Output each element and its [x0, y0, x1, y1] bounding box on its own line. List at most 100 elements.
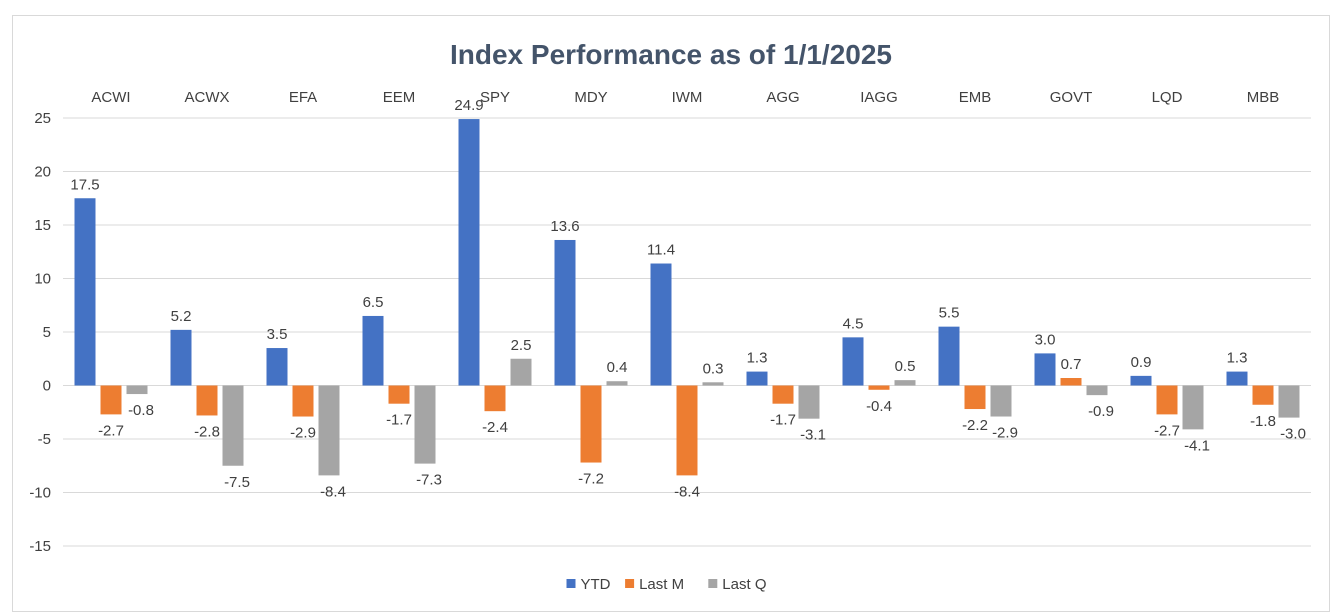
y-tick-label: 0 — [43, 378, 51, 395]
bar-ytd — [458, 119, 480, 386]
bar-last-m — [292, 385, 314, 417]
bar-last-m — [676, 385, 698, 476]
data-label: -7.5 — [224, 474, 250, 491]
data-label: 24.9 — [454, 97, 483, 114]
data-label: 4.5 — [843, 315, 864, 332]
bar-last-m — [1156, 385, 1178, 415]
category-label: IWM — [672, 89, 703, 106]
bar-last-m — [388, 385, 410, 404]
y-tick-label: -15 — [29, 538, 51, 555]
category-label: EMB — [959, 89, 992, 106]
data-label: -1.7 — [770, 412, 796, 429]
chart-area: Index Performance as of 1/1/2025 25 20 15 1… — [12, 15, 1330, 612]
bar-last-m — [580, 385, 602, 463]
data-label: -2.4 — [482, 419, 508, 436]
legend-swatch — [708, 579, 718, 588]
bar-last-m — [1252, 385, 1274, 405]
bar-last-q — [318, 385, 340, 476]
bar-last-q — [702, 382, 724, 386]
y-tick-label: 5 — [43, 324, 51, 341]
category-label: ACWI — [91, 89, 130, 106]
data-label: 0.7 — [1061, 356, 1082, 373]
data-label: 17.5 — [70, 176, 99, 193]
bar-ytd — [74, 198, 96, 386]
data-label: -2.9 — [290, 425, 316, 442]
bar-last-q — [1182, 385, 1204, 430]
data-label: 5.5 — [939, 305, 960, 322]
legend-label: Last M — [639, 576, 684, 593]
category-label: EFA — [289, 89, 317, 106]
legend-swatch — [625, 579, 635, 588]
data-label: 6.5 — [363, 294, 384, 311]
data-label: 0.4 — [607, 359, 628, 376]
bar-ytd — [1034, 353, 1056, 386]
bar-last-q — [606, 381, 628, 386]
bar-last-q — [1086, 385, 1108, 396]
bar-last-m — [484, 385, 506, 412]
data-label: -2.2 — [962, 417, 988, 434]
y-tick-label: -10 — [29, 485, 51, 502]
bar-last-q — [798, 385, 820, 419]
data-label: -4.1 — [1184, 437, 1210, 454]
data-label: -7.2 — [578, 471, 604, 488]
category-label: MDY — [574, 89, 607, 106]
category-label: MBB — [1247, 89, 1280, 106]
data-label: 3.5 — [267, 326, 288, 343]
data-label: -2.7 — [98, 422, 124, 439]
data-label: 0.3 — [703, 360, 724, 377]
bar-ytd — [1226, 371, 1248, 386]
bar-ytd — [746, 371, 768, 386]
data-label: -1.7 — [386, 412, 412, 429]
gridlines — [63, 117, 1311, 547]
bar-ytd — [650, 263, 672, 386]
bar-last-m — [964, 385, 986, 410]
data-label: -0.9 — [1088, 403, 1114, 420]
bar-last-q — [990, 385, 1012, 417]
bar-ytd — [170, 329, 192, 386]
bar-last-q — [126, 385, 148, 395]
bar-last-q — [222, 385, 244, 466]
bar-last-m — [1060, 378, 1082, 386]
bar-ytd — [554, 239, 576, 386]
bar-last-m — [100, 385, 122, 415]
data-label: 0.9 — [1131, 354, 1152, 371]
data-label: 1.3 — [747, 350, 768, 367]
bar-last-q — [894, 380, 916, 386]
bar-last-q — [510, 358, 532, 386]
data-label: 2.5 — [511, 337, 532, 354]
category-label: SPY — [480, 89, 510, 106]
chart-title: Index Performance as of 1/1/2025 — [450, 39, 892, 70]
bar-ytd — [1130, 375, 1152, 386]
data-label: -3.0 — [1280, 426, 1306, 443]
data-label: -0.4 — [866, 398, 892, 415]
y-tick-label: 20 — [34, 164, 51, 181]
y-tick-label: 15 — [34, 217, 51, 234]
bar-ytd — [938, 326, 960, 386]
data-label: 3.0 — [1035, 331, 1056, 348]
data-label: 5.2 — [171, 308, 192, 325]
category-label: AGG — [766, 89, 799, 106]
data-label: -1.8 — [1250, 413, 1276, 430]
bar-last-m — [196, 385, 218, 416]
y-tick-label: -5 — [38, 431, 51, 448]
legend-label: Last Q — [722, 576, 766, 593]
data-label: -8.4 — [674, 483, 700, 500]
category-label: IAGG — [860, 89, 898, 106]
data-label: -2.9 — [992, 425, 1018, 442]
bar-last-q — [1278, 385, 1300, 418]
category-label: GOVT — [1050, 89, 1093, 106]
data-label: 13.6 — [550, 218, 579, 235]
data-label: -3.1 — [800, 427, 826, 444]
bar-last-m — [772, 385, 794, 404]
bar-last-q — [414, 385, 436, 464]
legend-swatch — [566, 579, 576, 588]
data-label: -2.8 — [194, 423, 220, 440]
y-tick-label: 10 — [34, 271, 51, 288]
bar-chart: Index Performance as of 1/1/2025 25 20 15 1… — [29, 39, 1311, 593]
data-label: -7.3 — [416, 472, 442, 489]
category-label: LQD — [1152, 89, 1183, 106]
data-labels: 17.5-2.7-0.85.2-2.8-7.53.5-2.9-8.46.5-1.… — [70, 97, 1306, 500]
data-label: 1.3 — [1227, 350, 1248, 367]
bar-ytd — [842, 337, 864, 386]
category-label: ACWX — [185, 89, 230, 106]
